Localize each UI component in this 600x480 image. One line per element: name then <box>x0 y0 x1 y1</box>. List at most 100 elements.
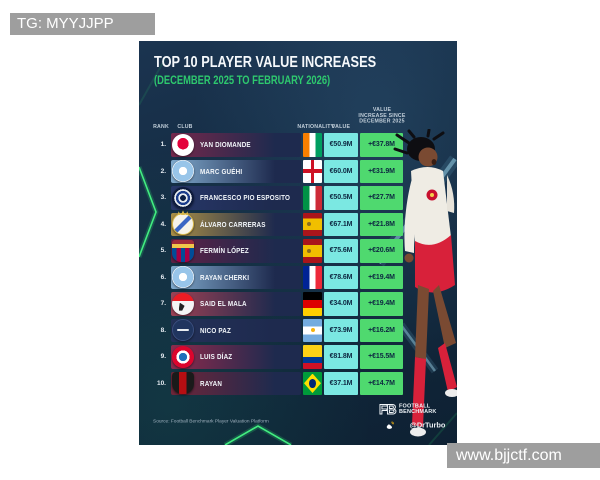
infographic-panel: TOP 10 PLAYER VALUE INCREASES (DECEMBER … <box>139 41 457 445</box>
author-handle: @DrTurbo <box>409 421 445 430</box>
player-name: SAID EL MALA <box>200 299 247 309</box>
page-title: TOP 10 PLAYER VALUE INCREASES <box>154 54 377 71</box>
rank-label: 8. <box>160 326 166 334</box>
watermark-website: www.bjjctf.com <box>447 443 600 468</box>
player-bar: YAN DIOMANDE <box>171 133 301 157</box>
table-row: 6. RAYAN CHERKI €78.6M +€19.4M <box>139 265 457 289</box>
rank-label: 4. <box>160 220 166 228</box>
value-cell: €73.9M <box>324 318 358 342</box>
column-header-increase-line2: INCREASE SINCE <box>358 112 406 119</box>
germany-flag-icon <box>303 292 322 316</box>
brazil-flag-icon <box>303 371 322 395</box>
flag-cross-vertical <box>310 159 315 183</box>
value-cell: €50.5M <box>324 186 358 210</box>
club-badge-manchester-city-icon <box>172 160 194 183</box>
increase-cell: +€14.7M <box>360 371 403 395</box>
flag-circle <box>309 378 316 388</box>
flag-emblem <box>306 222 311 227</box>
player-name: RAYAN CHERKI <box>200 272 250 282</box>
column-header-nationality: NATIONALITY <box>297 123 335 130</box>
table-row: 1. YAN DIOMANDE €50.9M +€37.8M <box>139 133 457 157</box>
flag-emblem <box>306 248 311 253</box>
value-cell: €37.1M <box>324 371 358 395</box>
increase-cell: +€19.4M <box>360 265 403 289</box>
player-name: FRANCESCO PIO ESPOSITO <box>200 193 291 203</box>
club-badge-barcelona-icon <box>172 239 194 262</box>
player-name: ÁLVARO CARRERAS <box>200 219 266 229</box>
value-cell: €67.1M <box>324 212 358 236</box>
value-cell: €34.0M <box>324 292 358 316</box>
argentina-flag-icon <box>303 318 322 342</box>
colombia-flag-icon <box>303 345 322 369</box>
increase-cell: +€21.8M <box>360 212 403 236</box>
increase-cell: +€16.2M <box>360 318 403 342</box>
player-bar: SAID EL MALA <box>171 292 301 316</box>
club-badge-rb-leipzig-icon <box>172 133 194 156</box>
player-name: MARC GUÉHI <box>200 166 243 176</box>
player-table: 1. YAN DIOMANDE €50.9M +€37.8M 2. MARC GUÉHI €… <box>139 133 457 398</box>
player-name: NICO PAZ <box>200 325 231 335</box>
column-header-increase-line3: DECEMBER 2025 <box>359 118 405 125</box>
column-header-increase: VALUE INCREASE SINCE DECEMBER 2025 <box>351 107 413 124</box>
club-badge-manchester-city-icon <box>172 266 194 289</box>
rank-label: 2. <box>160 167 166 175</box>
club-badge-inter-milan-icon <box>172 186 194 209</box>
column-header-value: VALUE <box>331 123 351 130</box>
table-row: 10. RAYAN €37.1M +€14.7M <box>139 371 457 395</box>
page-subtitle: (DECEMBER 2025 TO FEBRUARY 2026) <box>154 73 331 87</box>
player-bar: LUIS DÍAZ <box>171 345 301 369</box>
club-badge-bayern-munich-icon <box>172 345 194 368</box>
spain-flag-icon <box>303 239 322 263</box>
value-cell: €75.6M <box>324 239 358 263</box>
increase-cell: +€27.7M <box>360 186 403 210</box>
value-cell: €78.6M <box>324 265 358 289</box>
football-benchmark-name: FOOTBALL BENCHMARK <box>398 403 437 415</box>
increase-cell: +€19.4M <box>360 292 403 316</box>
table-row: 8. NICO PAZ €73.9M +€16.2M <box>139 318 457 342</box>
weibo-icon <box>386 421 394 429</box>
value-cell: €60.0M <box>324 159 358 183</box>
player-name: RAYAN <box>200 378 223 388</box>
player-name: LUIS DÍAZ <box>200 352 233 362</box>
table-row: 3. FRANCESCO PIO ESPOSITO €50.5M +€27.7M <box>139 186 457 210</box>
spain-flag-icon <box>303 212 322 236</box>
increase-cell: +€31.9M <box>360 159 403 183</box>
column-header-club: CLUB <box>177 123 193 130</box>
player-bar: RAYAN <box>171 371 301 395</box>
player-bar: ÁLVARO CARRERAS <box>171 212 301 236</box>
rank-label: 7. <box>160 300 166 307</box>
increase-cell: +€20.6M <box>360 239 403 263</box>
value-cell: €50.9M <box>324 133 358 157</box>
club-badge-real-madrid-icon <box>172 213 194 236</box>
column-header-increase-line1: VALUE <box>372 106 392 113</box>
player-bar: MARC GUÉHI <box>171 159 301 183</box>
table-row: 7. SAID EL MALA €34.0M +€19.4M <box>139 292 457 316</box>
table-row: 9. LUIS DÍAZ €81.8M +€15.5M <box>139 345 457 369</box>
player-name: FERMÍN LÓPEZ <box>200 246 249 256</box>
club-badge-fc-koln-icon <box>172 292 194 315</box>
table-row: 2. MARC GUÉHI €60.0M +€31.9M <box>139 159 457 183</box>
table-row: 4. ÁLVARO CARRERAS €67.1M +€21.8M <box>139 212 457 236</box>
italy-flag-icon <box>303 186 322 210</box>
ivory-coast-flag-icon <box>303 133 322 157</box>
player-bar: NICO PAZ <box>171 318 301 342</box>
rank-label: 1. <box>160 141 166 148</box>
rank-label: 3. <box>160 194 166 201</box>
rank-label: 6. <box>160 273 166 281</box>
club-badge-como-icon <box>172 319 194 342</box>
table-header: RANK CLUB NATIONALITY VALUE VALUE INCREA… <box>139 101 457 133</box>
brand-line2: BENCHMARK <box>398 408 437 415</box>
increase-cell: +€37.8M <box>360 133 403 157</box>
table-row: 5. FERMÍN LÓPEZ €75.6M +€20.6M <box>139 239 457 263</box>
france-flag-icon <box>303 265 322 289</box>
watermark-telegram: TG: MYYJJPP <box>10 13 155 35</box>
source-note: Source: Football Benchmark Player Valuat… <box>153 418 269 425</box>
player-bar: FERMÍN LÓPEZ <box>171 239 301 263</box>
increase-cell: +€15.5M <box>360 345 403 369</box>
column-header-rank: RANK <box>153 123 169 130</box>
player-name: YAN DIOMANDE <box>200 140 251 150</box>
rank-label: 9. <box>160 353 166 360</box>
england-flag-icon <box>303 159 322 183</box>
football-benchmark-logo-icon: FB <box>379 401 398 418</box>
